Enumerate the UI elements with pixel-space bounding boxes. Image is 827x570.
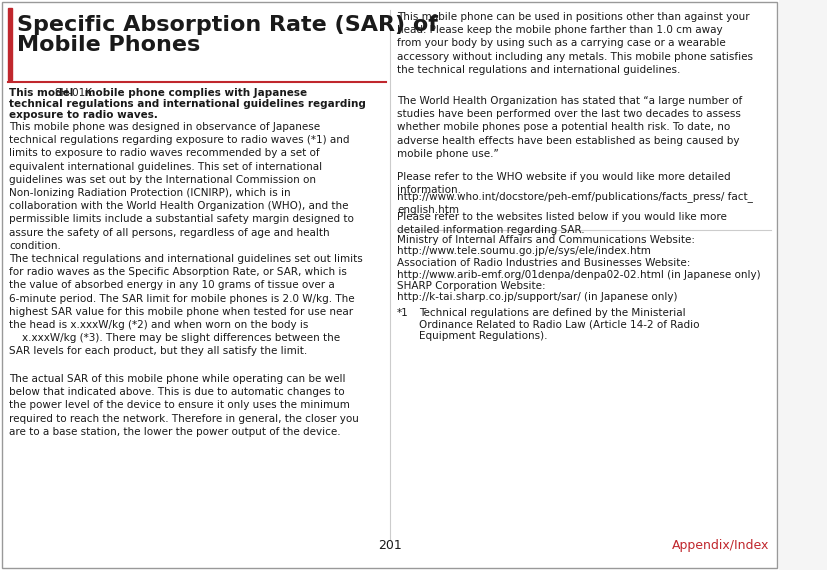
Text: This mobile phone can be used in positions other than against your
head. Please : This mobile phone can be used in positio… [397,12,752,75]
Text: The technical regulations and international guidelines set out limits
for radio : The technical regulations and internatio… [9,254,363,356]
Text: SH‑01K: SH‑01K [55,88,93,98]
Text: http://k-tai.sharp.co.jp/support/sar/ (in Japanese only): http://k-tai.sharp.co.jp/support/sar/ (i… [397,292,676,303]
Text: Mobile Phones: Mobile Phones [17,35,200,55]
Text: Appendix/Index: Appendix/Index [672,539,768,552]
Text: Please refer to the websites listed below if you would like more
detailed inform: Please refer to the websites listed belo… [397,212,726,235]
Text: mobile phone complies with Japanese: mobile phone complies with Japanese [81,88,307,98]
Text: This mobile phone was designed in observance of Japanese
technical regulations r: This mobile phone was designed in observ… [9,122,354,251]
Text: SHARP Corporation Website:: SHARP Corporation Website: [397,281,545,291]
Bar [7,8,12,80]
FancyBboxPatch shape [0,0,778,570]
Text: Ordinance Related to Radio Law (Article 14-2 of Radio: Ordinance Related to Radio Law (Article … [418,320,698,329]
Text: *1: *1 [397,308,409,318]
Text: http://www.tele.soumu.go.jp/e/sys/ele/index.htm: http://www.tele.soumu.go.jp/e/sys/ele/in… [397,246,650,256]
Text: Please refer to the WHO website if you would like more detailed
information.: Please refer to the WHO website if you w… [397,172,729,195]
Text: Ministry of Internal Affairs and Communications Website:: Ministry of Internal Affairs and Communi… [397,235,694,245]
Text: 201: 201 [377,539,401,552]
Text: Specific Absorption Rate (SAR) of: Specific Absorption Rate (SAR) of [17,15,437,35]
Text: This model: This model [9,88,77,98]
Text: Association of Radio Industries and Businesses Website:: Association of Radio Industries and Busi… [397,258,690,268]
Text: Technical regulations are defined by the Ministerial: Technical regulations are defined by the… [418,308,685,318]
Text: http://www.who.int/docstore/peh-emf/publications/facts_press/ fact_
english.htm: http://www.who.int/docstore/peh-emf/publ… [397,191,752,215]
Text: Equipment Regulations).: Equipment Regulations). [418,331,547,341]
Text: http://www.arib-emf.org/01denpa/denpa02-02.html (in Japanese only): http://www.arib-emf.org/01denpa/denpa02-… [397,270,760,279]
Text: The World Health Organization has stated that “a large number of
studies have be: The World Health Organization has stated… [397,96,741,159]
Text: The actual SAR of this mobile phone while operating can be well
below that indic: The actual SAR of this mobile phone whil… [9,374,359,437]
Text: exposure to radio waves.: exposure to radio waves. [9,110,158,120]
Text: technical regulations and international guidelines regarding: technical regulations and international … [9,99,366,109]
